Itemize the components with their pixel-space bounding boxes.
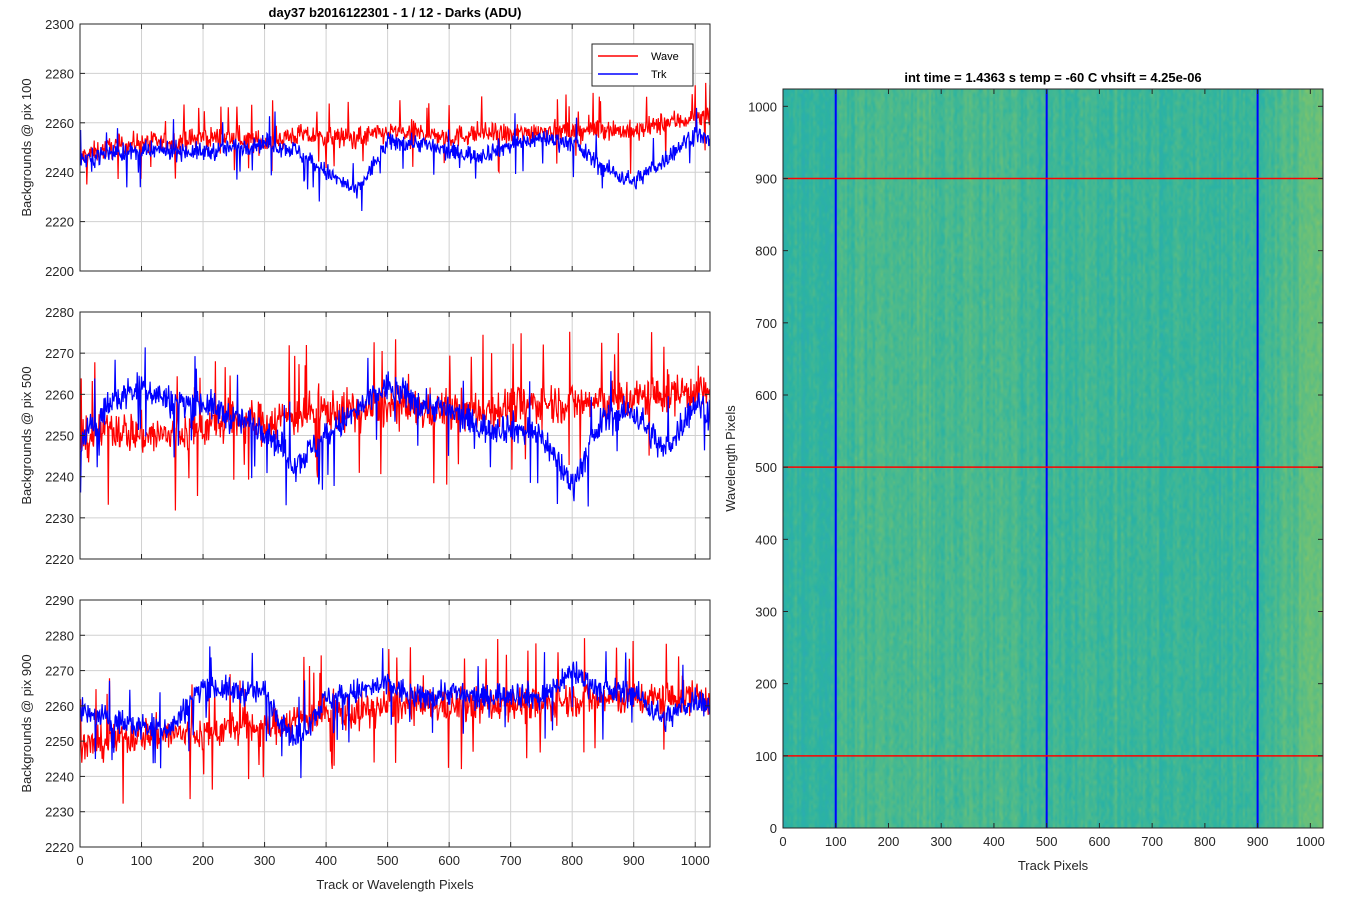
x-tick-label: 0 xyxy=(76,853,83,868)
y-tick-label: 2280 xyxy=(45,305,74,320)
legend-box xyxy=(591,43,694,87)
legend: Wave Trk xyxy=(591,43,694,87)
y-tick-label: 900 xyxy=(755,171,777,186)
series-line-trk xyxy=(80,646,710,779)
y-axis-label: Backgrounds @ pix 500 xyxy=(19,366,34,504)
x-tick-label: 400 xyxy=(315,853,337,868)
x-axis-label: Track Pixels xyxy=(1018,858,1089,873)
series-line-wave xyxy=(80,82,710,185)
y-axis-label: Backgrounds @ pix 100 xyxy=(19,78,34,216)
heatmap-image xyxy=(783,89,1323,828)
y-tick-label: 300 xyxy=(755,604,777,619)
series-line-trk xyxy=(80,347,710,507)
y-tick-label: 1000 xyxy=(748,99,777,114)
series-line-trk xyxy=(80,107,710,212)
y-tick-label: 2230 xyxy=(45,511,74,526)
y-tick-label: 200 xyxy=(755,677,777,692)
y-tick-label: 2200 xyxy=(45,264,74,279)
x-tick-label: 700 xyxy=(1141,834,1163,849)
y-tick-label: 2220 xyxy=(45,840,74,855)
x-tick-label: 800 xyxy=(1194,834,1216,849)
x-tick-label: 100 xyxy=(131,853,153,868)
x-tick-label: 0 xyxy=(779,834,786,849)
axes-frame xyxy=(79,599,711,848)
chart-2: 2220 2230 2240 2250 2260 2270 2280 Backgrounds … xyxy=(19,305,711,567)
y-tick-label: 2290 xyxy=(45,593,74,608)
axes-frame xyxy=(79,23,711,272)
y-tick-label: 2270 xyxy=(45,664,74,679)
x-tick-label: 800 xyxy=(561,853,583,868)
y-tick-label: 2300 xyxy=(45,17,74,32)
x-tick-label: 400 xyxy=(983,834,1005,849)
y-tick-label: 400 xyxy=(755,532,777,547)
x-tick-label: 1000 xyxy=(1296,834,1325,849)
x-tick-label: 600 xyxy=(438,853,460,868)
y-tick-label: 2280 xyxy=(45,66,74,81)
chart-4: 0 100 200 300 400 500 600 700 800 900 1000 0 100 200 3… xyxy=(723,70,1325,873)
axes-frame xyxy=(782,88,1324,829)
chart-3: 0 100 200 300 400 500 600 700 800 900 1000 2220 2230… xyxy=(19,593,711,892)
x-tick-label: 600 xyxy=(1089,834,1111,849)
y-tick-label: 100 xyxy=(755,749,777,764)
y-tick-label: 2280 xyxy=(45,628,74,643)
y-tick-label: 0 xyxy=(770,821,777,836)
y-tick-label: 2230 xyxy=(45,805,74,820)
y-tick-label: 2240 xyxy=(45,470,74,485)
x-tick-label: 1000 xyxy=(681,853,710,868)
y-tick-label: 2260 xyxy=(45,387,74,402)
y-tick-label: 2260 xyxy=(45,116,74,131)
y-axis-label: Backgrounds @ pix 900 xyxy=(19,654,34,792)
x-tick-label: 300 xyxy=(254,853,276,868)
y-axis-label: Wavelength Pixels xyxy=(723,405,738,512)
y-tick-label: 700 xyxy=(755,316,777,331)
y-tick-label: 2260 xyxy=(45,699,74,714)
x-tick-label: 900 xyxy=(1247,834,1269,849)
series-line-wave xyxy=(80,638,710,804)
plot-title: day37 b2016122301 - 1 / 12 - Darks (ADU) xyxy=(269,5,522,20)
x-tick-label: 100 xyxy=(825,834,847,849)
plot-title: int time = 1.4363 s temp = -60 C vhsift … xyxy=(904,70,1201,85)
legend-label-trk: Trk xyxy=(651,69,667,81)
x-tick-label: 500 xyxy=(1036,834,1058,849)
x-axis-label: Track or Wavelength Pixels xyxy=(316,877,474,892)
y-tick-label: 2240 xyxy=(45,165,74,180)
legend-label-wave: Wave xyxy=(651,51,679,63)
y-tick-label: 2250 xyxy=(45,734,74,749)
y-tick-label: 2240 xyxy=(45,769,74,784)
y-tick-label: 600 xyxy=(755,388,777,403)
y-tick-label: 2250 xyxy=(45,429,74,444)
chart-1: 2200 2220 2240 2260 2280 2300 day37 b201612230… xyxy=(19,5,711,279)
y-tick-label: 2220 xyxy=(45,215,74,230)
x-tick-label: 700 xyxy=(500,853,522,868)
y-tick-label: 2220 xyxy=(45,552,74,567)
x-tick-label: 500 xyxy=(377,853,399,868)
x-tick-label: 300 xyxy=(930,834,952,849)
y-tick-label: 2270 xyxy=(45,346,74,361)
y-tick-label: 800 xyxy=(755,244,777,259)
x-tick-label: 200 xyxy=(192,853,214,868)
y-tick-label: 500 xyxy=(755,460,777,475)
x-tick-label: 200 xyxy=(878,834,900,849)
x-tick-label: 900 xyxy=(623,853,645,868)
